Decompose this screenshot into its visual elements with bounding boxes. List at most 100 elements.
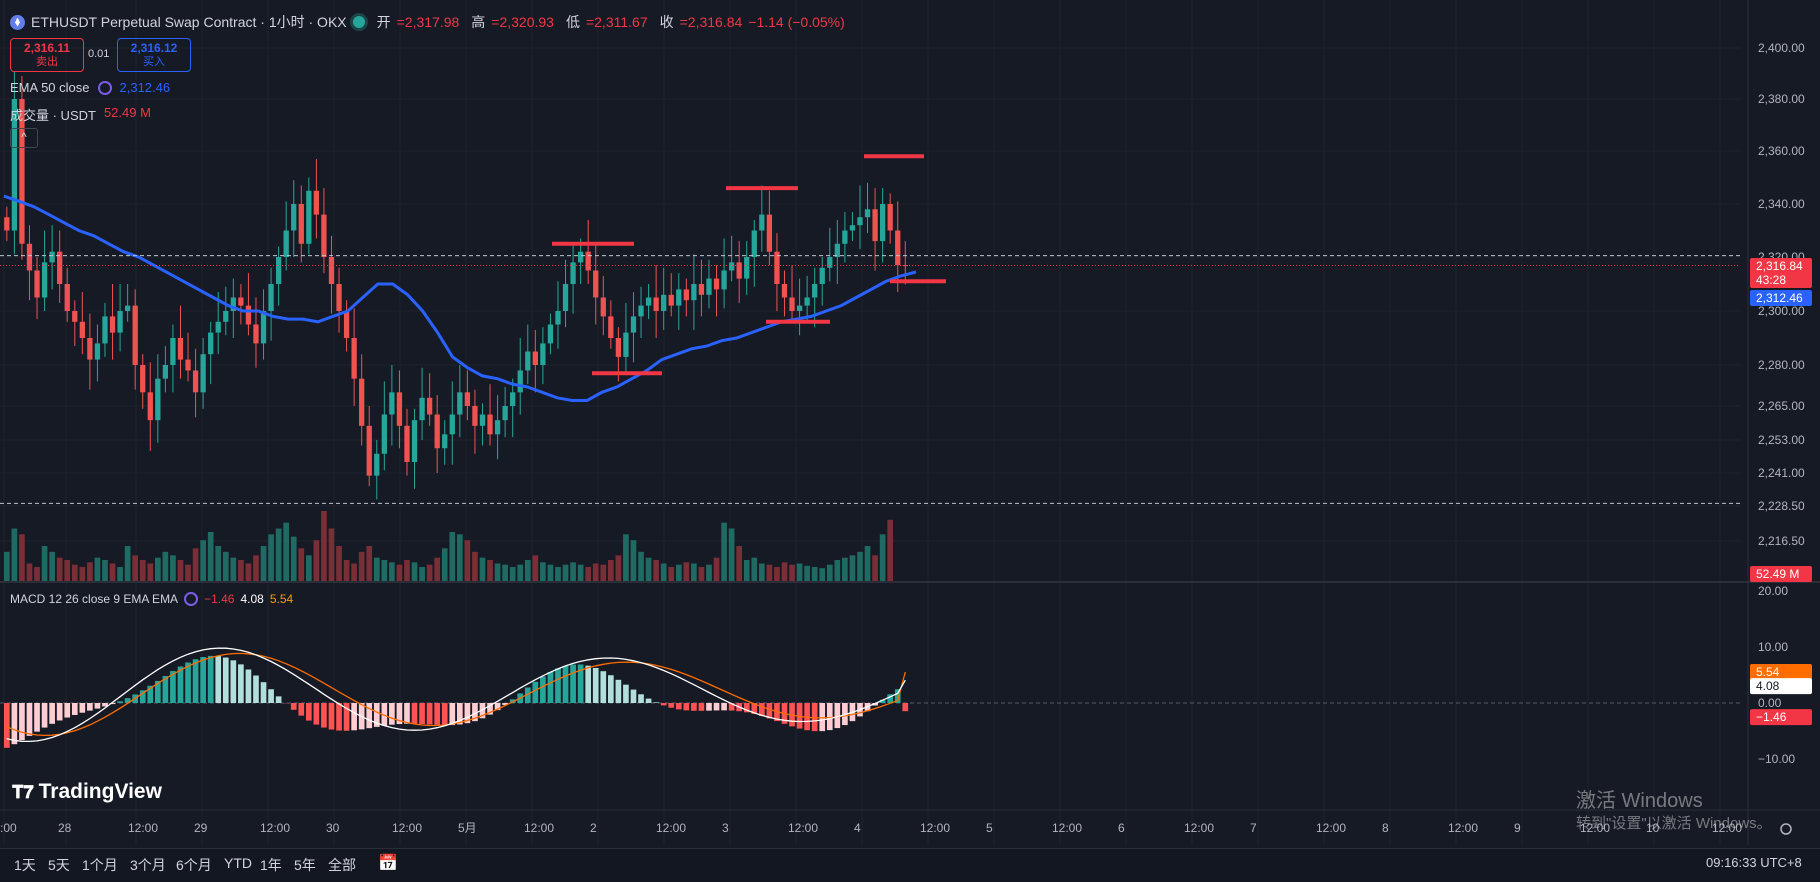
macd-histogram-bar [208,656,214,703]
volume-bar [397,565,403,581]
close-value: =2,316.84 [680,14,743,30]
volume-bar [465,540,471,581]
settings-gear-icon[interactable] [1781,824,1791,834]
volume-bar [638,552,644,581]
macd-histogram-bar [57,703,63,720]
candle-body [148,392,153,420]
range-button-0[interactable]: 1天 [14,855,36,875]
volume-bar [835,560,841,581]
candle-body [102,316,107,343]
volume-bar [653,560,659,581]
indicator-source-icon[interactable] [98,81,112,95]
macd-tick-label: 0.00 [1758,696,1782,710]
volume-bar [64,560,70,581]
range-button-6[interactable]: 1年 [260,855,282,875]
range-button-5[interactable]: YTD [224,855,252,871]
macd-histogram-bar [706,703,712,711]
volume-bar [812,567,818,581]
candle-body [359,379,364,426]
macd-histogram-bar [767,703,773,718]
range-button-4[interactable]: 6个月 [176,855,212,875]
price-tick-label: 2,228.50 [1758,499,1805,513]
range-button-1[interactable]: 5天 [48,855,70,875]
tradingview-icon: 𝐓𝟕 [12,782,39,802]
candle-body [865,209,870,217]
candle-body [525,352,530,371]
candle-body [706,279,711,295]
volume-bar [887,520,893,581]
volume-bar [684,562,690,581]
macd-histogram-bar [600,671,606,703]
macd-histogram-bar [117,701,123,703]
collapse-legend-button[interactable]: ^ [10,128,38,148]
range-button-3[interactable]: 3个月 [130,855,166,875]
candle-body [49,252,54,263]
range-button-8[interactable]: 全部 [328,855,356,875]
volume-bar [344,560,350,581]
time-tick-label: 8 [1382,821,1389,835]
candle-body [895,231,900,266]
price-tick-label: 2,380.00 [1758,92,1805,106]
open-value: =2,317.98 [397,14,460,30]
candle-body [676,289,681,305]
volume-bar [774,567,780,581]
clock[interactable]: 09:16:33 UTC+8 [1706,855,1802,870]
macd-histogram-bar [12,703,18,744]
macd-histogram-bar [291,703,297,710]
candle-body [782,284,787,298]
candle-body [472,406,477,426]
symbol-title[interactable]: ETHUSDT Perpetual Swap Contract · 1小时 · … [31,12,347,32]
ema-legend[interactable]: EMA 50 close 2,312.46 [10,80,170,95]
candle-body [442,434,447,448]
symbol-legend: ETHUSDT Perpetual Swap Contract · 1小时 · … [10,12,845,32]
time-tick-label: 28 [58,821,72,835]
macd-tick-label: 10.00 [1758,640,1788,654]
candle-body [510,392,515,406]
candle-body [170,338,175,365]
candle-body [27,244,32,271]
macd-histogram-bar [570,665,576,703]
volume-bar [87,562,93,581]
candle-body [367,426,372,476]
sell-button[interactable]: 2,316.11 卖出 [10,38,84,72]
candle-body [857,217,862,225]
candle-body [450,415,455,435]
candle-body [548,325,553,344]
volume-bar [140,560,146,581]
candle-body [835,244,840,257]
volume-bar [163,552,169,581]
buy-button[interactable]: 2,316.12 买入 [117,38,191,72]
indicator-source-icon[interactable] [184,592,198,606]
macd-legend[interactable]: MACD 12 26 close 9 EMA EMA −1.46 4.08 5.… [10,592,293,606]
candle-body [374,454,379,476]
volume-bar [804,566,810,581]
macd-histogram-bar [27,703,33,736]
candle-body [653,298,658,312]
price-tick-label: 2,360.00 [1758,144,1805,158]
volume-bar [600,565,606,581]
macd-histogram-bar [49,703,55,724]
candle-body [299,204,304,244]
range-button-7[interactable]: 5年 [294,855,316,875]
volume-legend[interactable]: 成交量 · USDT 52.49 M [10,105,151,124]
candle-body [480,415,485,426]
tradingview-logo[interactable]: 𝐓𝟕 TradingView [12,780,162,804]
date-range-calendar-icon[interactable]: 📅 [378,853,398,873]
candle-body [540,343,545,365]
volume-bar [298,548,304,581]
time-tick-label: 12:00 [788,821,818,835]
volume-bar [215,546,221,581]
volume-bar [721,523,727,581]
candle-body [185,360,190,371]
macd-histogram-bar [268,689,274,703]
volume-bar [789,565,795,581]
volume-bar [427,565,433,581]
macd-hist-value: −1.46 [204,592,234,606]
candle-body [774,252,779,284]
range-button-2[interactable]: 1个月 [82,855,118,875]
time-tick-label: :00 [0,821,17,835]
macd-histogram-bar [321,703,327,728]
volume-label: 成交量 · USDT [10,105,96,124]
candle-body [850,225,855,230]
